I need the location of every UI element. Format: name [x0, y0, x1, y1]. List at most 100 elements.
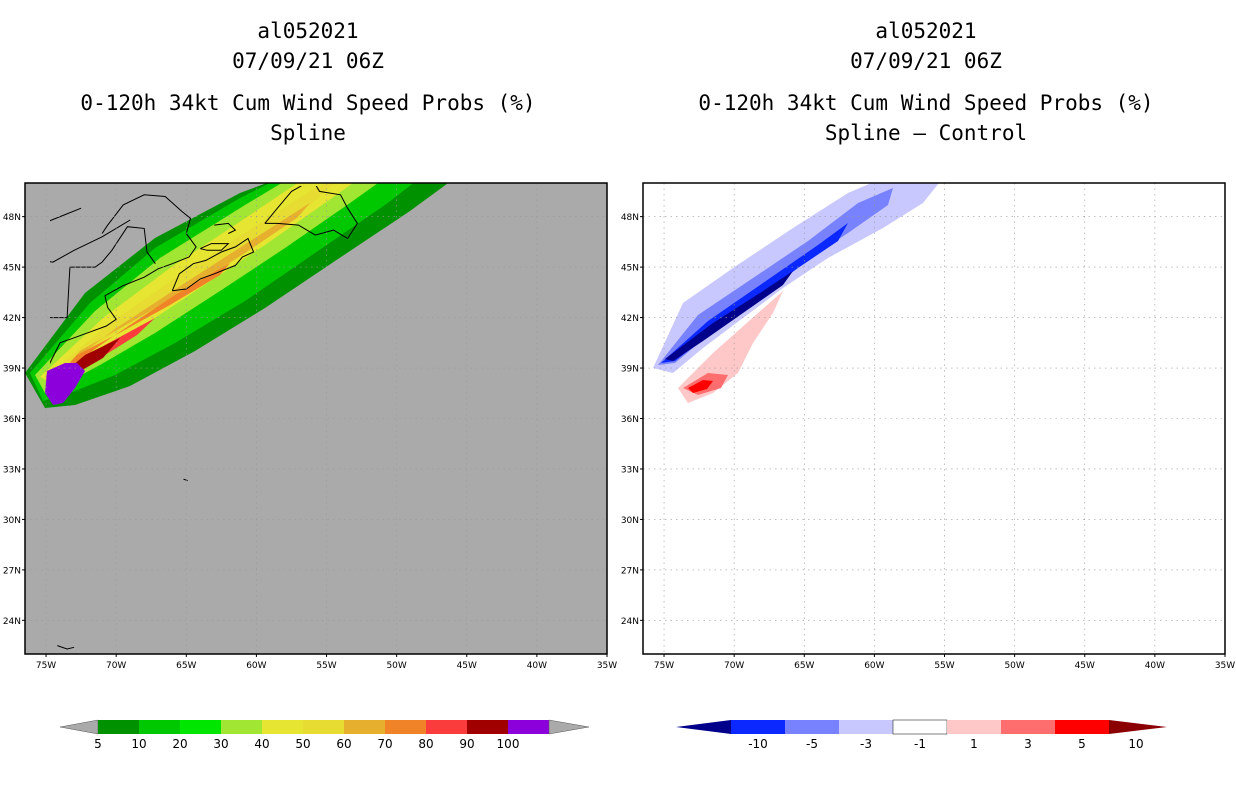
lon-tick-label: 75W — [36, 661, 56, 671]
lat-tick-label: 45N — [621, 264, 639, 274]
contour-90pct — [45, 363, 85, 405]
colorbars: 5 10 20 30 40 50 60 70 80 90 100 -10 -5 -3 -1 1 3 5 10 — [59, 719, 1167, 751]
colorbar-label: 10 — [131, 737, 146, 751]
lat-tick-label: 39N — [3, 365, 21, 375]
lon-tick-label: 75W — [654, 661, 674, 671]
coastline-segment — [264, 186, 358, 240]
colorbar-high-end — [1109, 720, 1167, 734]
datetime: 07/09/21 06Z — [232, 49, 384, 73]
contour-pos-strong — [688, 380, 713, 393]
lat-tick-label: 36N — [621, 415, 639, 425]
colorbar-label: 100 — [497, 737, 520, 751]
coastline-segment — [50, 219, 131, 263]
lon-tick-label: 45W — [1075, 661, 1095, 671]
lon-tick-label: 55W — [934, 661, 954, 671]
colorbar-label: 3 — [1024, 737, 1032, 751]
storm-id: al052021 — [875, 19, 977, 43]
colorbar-bin — [947, 720, 1001, 734]
right-colorbar: -10 -5 -3 -1 1 3 5 10 — [676, 719, 1167, 751]
colorbar-bin — [303, 720, 344, 734]
coastline-segment — [214, 222, 237, 234]
storm-id: al052021 — [257, 19, 359, 43]
contour-pos-light — [678, 291, 783, 403]
colorbar-label: -3 — [860, 737, 872, 751]
right-panel-title-block: al052021 07/09/21 06Z 0-120h 34kt Cum Wi… — [626, 16, 1226, 148]
colorbar-bin — [892, 719, 948, 735]
longitude-labels: 75W 70W 65W 60W 55W 50W 45W 40W 35W — [654, 654, 1235, 671]
left-panel-title-block: al052021 07/09/21 06Z 0-120h 34kt Cum Wi… — [8, 16, 608, 148]
lon-tick-label: 65W — [176, 661, 196, 671]
contour-neg-max — [665, 271, 793, 361]
lon-tick-label: 70W — [724, 661, 744, 671]
contour-50pct — [45, 203, 310, 383]
coastline-segment — [200, 243, 230, 251]
lat-tick-label: 30N — [621, 516, 639, 526]
lat-tick-label: 48N — [621, 213, 639, 223]
coastlines — [50, 186, 358, 650]
colorbar-label: 10 — [1128, 737, 1143, 751]
colorbar-low-end — [59, 719, 99, 735]
coastline-segment — [50, 194, 197, 365]
lat-tick-label: 39N — [621, 365, 639, 375]
lat-tick-label: 30N — [3, 516, 21, 526]
colorbar-label: 30 — [213, 737, 228, 751]
colorbar-bin — [426, 720, 467, 734]
lat-tick-label: 24N — [3, 617, 21, 627]
longitude-labels: 75W 70W 65W 60W 55W 50W 45W 40W 35W — [36, 654, 617, 671]
plot-title: 0-120h 34kt Cum Wind Speed Probs (%) — [80, 91, 536, 115]
lon-tick-label: 40W — [527, 661, 547, 671]
lat-tick-label: 24N — [621, 617, 639, 627]
contour-60pct — [47, 263, 230, 385]
right-map-panel: 24N 27N 30N 33N 36N 39N 42N 45N 48N 75W 70W 65W 60W… — [621, 182, 1235, 671]
lon-tick-label: 35W — [1215, 661, 1235, 671]
colorbar-low-end — [676, 720, 731, 734]
plot-title: 0-120h 34kt Cum Wind Speed Probs (%) — [698, 91, 1154, 115]
lat-tick-label: 33N — [3, 465, 21, 475]
colorbar-label: 70 — [377, 737, 392, 751]
colorbar-bin — [180, 720, 221, 734]
lat-tick-label: 45N — [3, 264, 21, 274]
lat-tick-label: 27N — [621, 566, 639, 576]
colorbar-bin — [839, 720, 893, 734]
lon-tick-label: 35W — [597, 661, 617, 671]
colorbar-label: -5 — [806, 737, 818, 751]
lat-tick-label: 48N — [3, 213, 21, 223]
colorbar-bin — [467, 720, 508, 734]
colorbar-label: 50 — [295, 737, 310, 751]
lat-tick-label: 42N — [621, 314, 639, 324]
coastline-segment — [50, 226, 156, 319]
coastline-segment — [57, 645, 75, 650]
colorbar-high-end — [548, 719, 590, 735]
colorbar-bin — [262, 720, 303, 734]
plot-subtitle: Spline — [270, 121, 346, 145]
lon-tick-label: 50W — [1004, 661, 1024, 671]
colorbar-label: 60 — [336, 737, 351, 751]
colorbar-bin — [1001, 720, 1055, 734]
colorbar-bin — [98, 720, 139, 734]
colorbar-label: -1 — [914, 737, 926, 751]
lon-tick-label: 60W — [864, 661, 884, 671]
colorbar-bin — [785, 720, 839, 734]
lat-tick-label: 27N — [3, 566, 21, 576]
lon-tick-label: 40W — [1145, 661, 1165, 671]
coastline-segment — [50, 207, 82, 222]
probability-contours — [25, 183, 449, 408]
lon-tick-label: 60W — [246, 661, 266, 671]
colorbar-bin — [139, 720, 180, 734]
colorbar-bin — [731, 720, 785, 734]
coastline-segment — [183, 478, 188, 482]
colorbar-label: 5 — [1078, 737, 1086, 751]
lon-tick-label: 55W — [316, 661, 336, 671]
plot-subtitle: Spline – Control — [824, 121, 1028, 145]
maps-area: 24N 27N 30N 33N 36N 39N 42N 45N 48N 75W 70W 65W 60W… — [3, 182, 1235, 671]
coastline-segment — [171, 237, 255, 292]
lon-tick-label: 50W — [386, 661, 406, 671]
colorbar-bin — [344, 720, 385, 734]
left-map-panel: 24N 27N 30N 33N 36N 39N 42N 45N 48N 75W 70W 65W 60W… — [3, 182, 617, 671]
lat-tick-label: 33N — [621, 465, 639, 475]
lon-tick-label: 45W — [457, 661, 477, 671]
lat-tick-label: 42N — [3, 314, 21, 324]
colorbar-label: 5 — [94, 737, 102, 751]
datetime: 07/09/21 06Z — [850, 49, 1002, 73]
colorbar-label: -10 — [748, 737, 768, 751]
